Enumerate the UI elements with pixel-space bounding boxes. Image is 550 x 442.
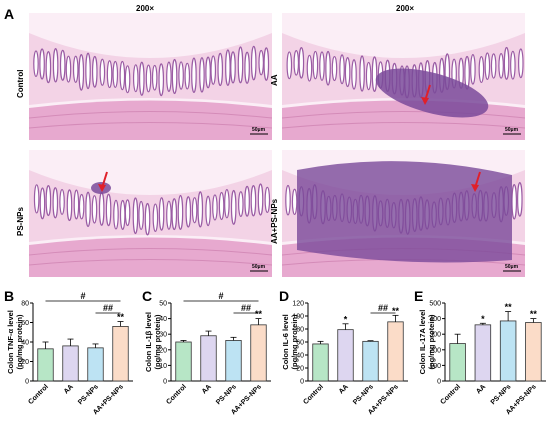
bracket-label: #: [80, 291, 85, 301]
bar: [175, 341, 192, 382]
chart-tnf-alpha: Colon TNF-α level (pg/mg protein) 0 20 40 60 8…: [0, 285, 138, 437]
bar: [525, 322, 542, 382]
significance-mark: **: [392, 306, 400, 316]
y-axis-label: Colon IL-6 level: [281, 314, 290, 369]
y-tick-label: 30: [159, 332, 167, 339]
bar: [474, 324, 492, 382]
bar: [112, 326, 129, 382]
micrograph-ps-nps: [29, 150, 272, 277]
panel-c-letter: C: [142, 288, 153, 304]
y-tick-label: 20: [159, 347, 167, 354]
y-tick-label: 40: [21, 340, 29, 347]
x-tick-label: PS-NPs: [490, 383, 513, 406]
x-tick-label: PS-NPs: [352, 383, 375, 406]
x-tick-label: Control: [165, 383, 188, 406]
significance-mark: **: [505, 302, 513, 312]
y-tick-label: 10: [159, 363, 167, 370]
panel-d-letter: D: [279, 288, 290, 304]
micrograph-control: [29, 13, 272, 140]
x-tick-label: AA: [201, 383, 213, 395]
bar: [200, 335, 217, 382]
bar: [449, 343, 466, 382]
significance-mark: *: [481, 314, 485, 324]
scale-bar-control: 50μm: [252, 127, 266, 133]
significance-mark: **: [117, 312, 125, 322]
y-tick-label: 500: [429, 301, 441, 308]
x-tick-label: PS-NPs: [215, 383, 238, 406]
panel-b-letter: B: [4, 288, 15, 304]
bar: [250, 324, 267, 382]
y-tick-label: 0: [163, 379, 167, 386]
chart-il-1beta: Colon IL-1β level (pg/mg protein) 0 10 20 30 4…: [138, 285, 275, 437]
x-tick-label: Control: [302, 383, 325, 406]
bar: [225, 340, 242, 382]
y-axis-label: Colon TNF-α level: [6, 310, 15, 374]
bracket-label: ##: [378, 303, 388, 313]
y-tick-label: 80: [296, 327, 304, 334]
y-tick-label: 60: [296, 340, 304, 347]
bar: [37, 348, 54, 382]
bar: [87, 347, 104, 382]
y-axis-label: Colon IL-17A level: [418, 310, 427, 375]
label-aa-ps-nps: AA+PS-NPs: [270, 198, 279, 244]
y-tick-label: 40: [296, 353, 304, 360]
x-tick-label: AA: [475, 383, 487, 395]
chart-il-17a: Colon IL-17A level (pg/mg protein) 0 100 200…: [412, 285, 550, 437]
y-tick-label: 0: [437, 379, 441, 386]
panel-a-letter: A: [4, 6, 15, 22]
y-axis-unit: (pg/mg protein): [153, 314, 162, 369]
x-tick-label: AA: [63, 383, 75, 395]
bracket-label: ##: [103, 303, 113, 313]
micrograph-aa: [282, 13, 525, 140]
bar: [499, 320, 517, 382]
bar: [312, 343, 329, 382]
bracket-label: ##: [241, 303, 251, 313]
y-axis-label: Colon IL-1β level: [144, 312, 153, 372]
bar: [387, 321, 404, 382]
label-ps-nps: PS-NPs: [16, 207, 25, 236]
magnification-left: 200×: [136, 4, 155, 13]
bracket-label: #: [218, 291, 223, 301]
y-tick-label: 40: [159, 316, 167, 323]
scale-bar-aa-ps-nps: 50μm: [505, 264, 519, 270]
label-control: Control: [16, 69, 25, 98]
x-tick-label: Control: [27, 383, 50, 406]
micrograph-aa-ps-nps: [282, 150, 525, 277]
y-tick-label: 20: [296, 366, 304, 373]
y-tick-label: 0: [25, 379, 29, 386]
chart-il-6: Colon IL-6 level (pg/mg protein) 0 20 40 60 80…: [275, 285, 412, 437]
label-aa: AA: [270, 74, 279, 86]
significance-mark: **: [255, 309, 263, 319]
y-tick-label: 120: [292, 301, 304, 308]
y-tick-label: 300: [429, 332, 441, 339]
scale-bar-ps-nps: 50μm: [252, 264, 266, 270]
bar: [62, 345, 79, 382]
scale-bar-aa: 50μm: [505, 127, 519, 133]
y-tick-label: 200: [429, 347, 441, 354]
x-tick-label: Control: [439, 383, 462, 406]
panel-e-letter: E: [414, 288, 424, 304]
bar: [337, 329, 354, 382]
bar: [362, 340, 379, 382]
y-tick-label: 100: [292, 314, 304, 321]
y-tick-label: 60: [21, 320, 29, 327]
y-tick-label: 100: [429, 363, 441, 370]
y-tick-label: 0: [300, 379, 304, 386]
y-axis-unit: (pg/mg protein): [290, 314, 299, 369]
significance-mark: *: [344, 314, 348, 324]
y-tick-label: 400: [429, 316, 441, 323]
x-tick-label: PS-NPs: [77, 383, 100, 406]
significance-mark: **: [530, 309, 538, 319]
magnification-right: 200×: [396, 4, 415, 13]
y-axis-unit: (pg/mg protein): [427, 314, 436, 369]
y-tick-label: 20: [21, 359, 29, 366]
y-tick-label: 50: [159, 301, 167, 308]
x-tick-label: AA: [338, 383, 350, 395]
y-axis-unit: (pg/mg protein): [15, 314, 24, 369]
y-tick-label: 80: [21, 301, 29, 308]
